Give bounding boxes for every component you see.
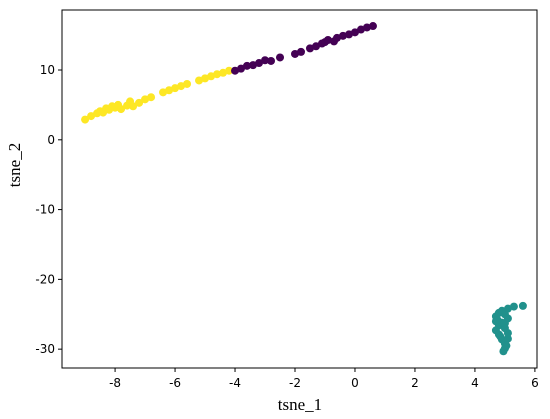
point (518, 301, 527, 310)
point (493, 315, 502, 324)
point (496, 332, 505, 341)
x-tick-label: 2 (411, 376, 419, 390)
point (267, 56, 276, 65)
point (243, 61, 252, 70)
y-axis-label: tsne_2 (5, 143, 24, 187)
point (129, 102, 138, 111)
point (255, 59, 264, 68)
y-tick-label: 0 (47, 133, 55, 147)
point (362, 23, 371, 32)
point (87, 112, 96, 121)
x-tick-label: -4 (229, 376, 241, 390)
x-tick-label: -6 (169, 376, 181, 390)
x-axis-label: tsne_1 (278, 395, 322, 414)
point (225, 66, 234, 75)
point (368, 22, 377, 31)
x-tick-label: -2 (289, 376, 301, 390)
point (503, 334, 512, 343)
point (350, 28, 359, 37)
point (117, 105, 126, 114)
point (237, 64, 246, 73)
point (296, 47, 305, 56)
point (81, 115, 90, 124)
point (502, 341, 511, 350)
point (503, 314, 512, 323)
point (135, 98, 144, 107)
point (338, 31, 347, 40)
point (147, 93, 156, 102)
point (183, 79, 192, 88)
x-tick-label: -8 (109, 376, 121, 390)
plot-frame (61, 9, 538, 369)
point (261, 56, 270, 65)
point (213, 70, 222, 79)
point (276, 53, 285, 62)
y-tick-label: -20 (35, 272, 55, 286)
x-tick-label: 4 (471, 376, 479, 390)
y-tick-label: -30 (35, 342, 55, 356)
point (311, 42, 320, 51)
x-tick-label: 6 (531, 376, 539, 390)
y-tick-label: -10 (35, 203, 55, 217)
y-tick-label: 10 (40, 63, 55, 77)
point (323, 36, 332, 45)
x-tick-label: 0 (351, 376, 359, 390)
point (509, 302, 518, 311)
